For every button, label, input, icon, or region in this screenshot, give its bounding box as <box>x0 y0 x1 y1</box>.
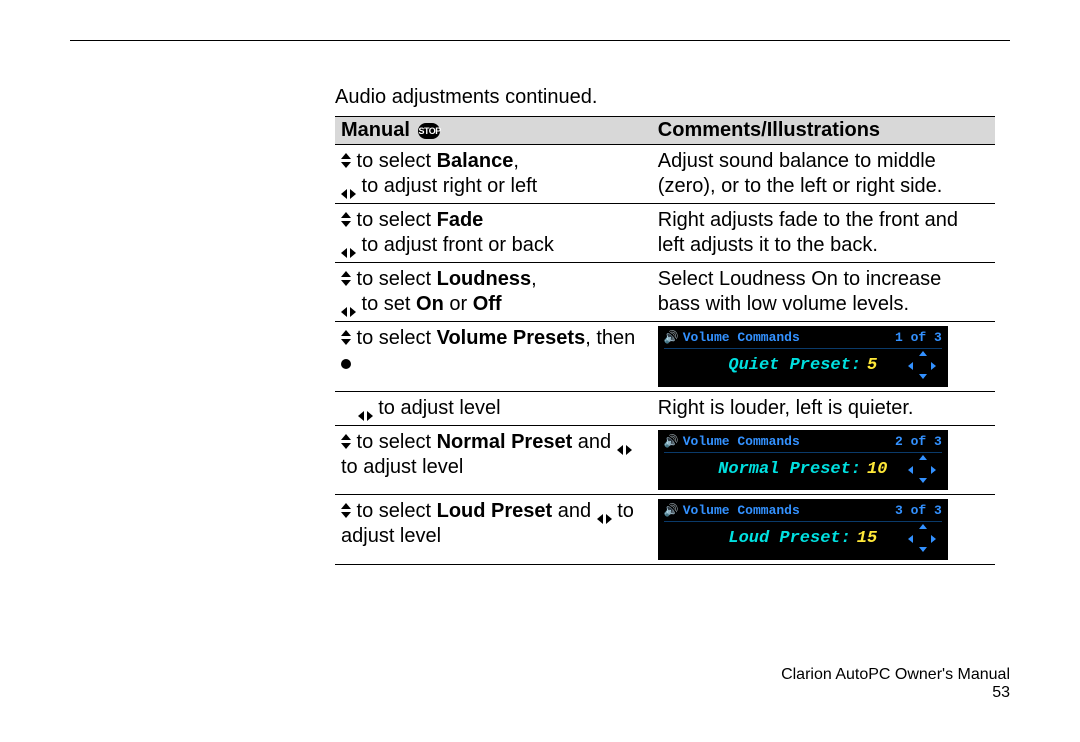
loudness-on: On <box>416 293 444 315</box>
lcd-normal-value: 10 <box>867 459 887 480</box>
lcd-title: Volume Commands <box>683 503 800 518</box>
row-loudness: to select Loudness, to set On or Off Sel… <box>335 263 995 322</box>
balance-adjust: to adjust right or left <box>356 175 537 197</box>
header-comments: Comments/Illustrations <box>652 117 995 145</box>
page-footer: Clarion AutoPC Owner's Manual 53 <box>781 666 1010 702</box>
loudness-off: Off <box>473 293 502 315</box>
lcd-title: Volume Commands <box>683 330 800 345</box>
cell-volpresets-manual: to select Volume Presets, then <box>335 322 652 392</box>
lcd-loud-count: 3 of 3 <box>895 503 942 519</box>
nav-diamond-icon <box>908 455 936 483</box>
lcd-loud-preset: 🔊 Volume Commands 3 of 3 Loud Preset: 15 <box>658 499 948 560</box>
cell-normal-manual: to select Normal Preset and to adjust le… <box>335 425 652 495</box>
cell-fade-manual: to select Fade to adjust front or back <box>335 204 652 263</box>
loudness-select-bold: Loudness <box>437 268 531 290</box>
cell-adjlevel-manual: to adjust level <box>335 391 652 425</box>
row-normal-preset: to select Normal Preset and to adjust le… <box>335 425 995 495</box>
updown-icon <box>341 330 351 346</box>
row-loud-preset: to select Loud Preset and to adjust leve… <box>335 495 995 565</box>
cell-fade-comment: Right adjusts fade to the front and left… <box>652 204 995 263</box>
cell-loudness-manual: to select Loudness, to set On or Off <box>335 263 652 322</box>
row-fade: to select Fade to adjust front or back R… <box>335 204 995 263</box>
speaker-icon: 🔊 <box>664 435 679 450</box>
lcd-title: Volume Commands <box>683 434 800 449</box>
cell-loud-manual: to select Loud Preset and to adjust leve… <box>335 495 652 565</box>
lcd-normal-preset: 🔊 Volume Commands 2 of 3 Normal Preset: 10 <box>658 430 948 491</box>
updown-icon <box>341 503 351 519</box>
cell-adjlevel-comment: Right is louder, left is quieter. <box>652 391 995 425</box>
header-manual-label: Manual <box>341 119 410 141</box>
updown-icon <box>341 212 351 228</box>
updown-icon <box>341 271 351 287</box>
top-rule <box>70 40 1010 41</box>
loudness-select-prefix: to select <box>351 268 437 290</box>
loudness-or: or <box>444 293 473 315</box>
cell-normal-lcd: 🔊 Volume Commands 2 of 3 Normal Preset: 10 <box>652 425 995 495</box>
content-area: Audio adjustments continued. Manual STOP… <box>335 86 995 565</box>
volpresets-select-prefix: to select <box>351 327 437 349</box>
cell-volpresets-lcd: 🔊 Volume Commands 1 of 3 Quiet Preset: 5 <box>652 322 995 392</box>
lcd-quiet-preset: 🔊 Volume Commands 1 of 3 Quiet Preset: 5 <box>658 326 948 387</box>
balance-select-suffix: , <box>513 150 519 172</box>
fade-select-bold: Fade <box>437 209 484 231</box>
balance-select-prefix: to select <box>351 150 437 172</box>
row-volume-presets: to select Volume Presets, then 🔊 Volume C… <box>335 322 995 392</box>
header-manual: Manual STOP <box>335 117 652 145</box>
loud-select-suffix: and <box>552 500 596 522</box>
cell-balance-manual: to select Balance, to adjust right or le… <box>335 145 652 204</box>
leftright-icon <box>341 182 356 192</box>
lcd-loud-value: 15 <box>857 528 877 549</box>
nav-diamond-icon <box>908 524 936 552</box>
audio-adjustments-table: Manual STOP Comments/Illustrations to se… <box>335 116 995 565</box>
leftright-icon <box>341 241 356 251</box>
lcd-normal-count: 2 of 3 <box>895 434 942 450</box>
cell-loud-lcd: 🔊 Volume Commands 3 of 3 Loud Preset: 15 <box>652 495 995 565</box>
footer-pagenum: 53 <box>781 684 1010 702</box>
fade-adjust: to adjust front or back <box>356 234 554 256</box>
loud-select-prefix: to select <box>351 500 437 522</box>
intro-text: Audio adjustments continued. <box>335 86 995 109</box>
cell-loudness-comment: Select Loudness On to increase bass with… <box>652 263 995 322</box>
lcd-normal-label: Normal Preset: <box>718 459 861 480</box>
row-adjust-level: to adjust level Right is louder, left is… <box>335 391 995 425</box>
lcd-quiet-count: 1 of 3 <box>895 330 942 346</box>
row-balance: to select Balance, to adjust right or le… <box>335 145 995 204</box>
speaker-icon: 🔊 <box>664 504 679 519</box>
leftright-icon <box>341 300 356 310</box>
balance-select-bold: Balance <box>437 150 514 172</box>
lcd-loud-label: Loud Preset: <box>728 528 850 549</box>
adjlevel-text: to adjust level <box>373 397 501 419</box>
footer-title: Clarion AutoPC Owner's Manual <box>781 666 1010 684</box>
updown-icon <box>341 434 351 450</box>
cell-balance-comment: Adjust sound balance to middle (zero), o… <box>652 145 995 204</box>
loudness-select-suffix: , <box>531 268 537 290</box>
normal-select-bold: Normal Preset <box>437 431 573 453</box>
lcd-quiet-value: 5 <box>867 355 877 376</box>
loudness-adjust-prefix: to set <box>356 293 416 315</box>
normal-select-prefix: to select <box>351 431 437 453</box>
leftright-icon <box>358 403 373 413</box>
normal-select-suffix: and <box>572 431 616 453</box>
lcd-quiet-label: Quiet Preset: <box>728 355 861 376</box>
enter-icon <box>341 359 351 369</box>
leftright-icon <box>597 507 612 517</box>
volpresets-select-bold: Volume Presets <box>437 327 586 349</box>
leftright-icon <box>617 437 632 447</box>
normal-tail: to adjust level <box>341 456 463 478</box>
updown-icon <box>341 153 351 169</box>
speaker-icon: 🔊 <box>664 331 679 346</box>
loud-select-bold: Loud Preset <box>437 500 553 522</box>
volpresets-select-suffix: , then <box>585 327 635 349</box>
nav-diamond-icon <box>908 351 936 379</box>
stop-icon: STOP <box>418 123 440 139</box>
fade-select-prefix: to select <box>351 209 437 231</box>
